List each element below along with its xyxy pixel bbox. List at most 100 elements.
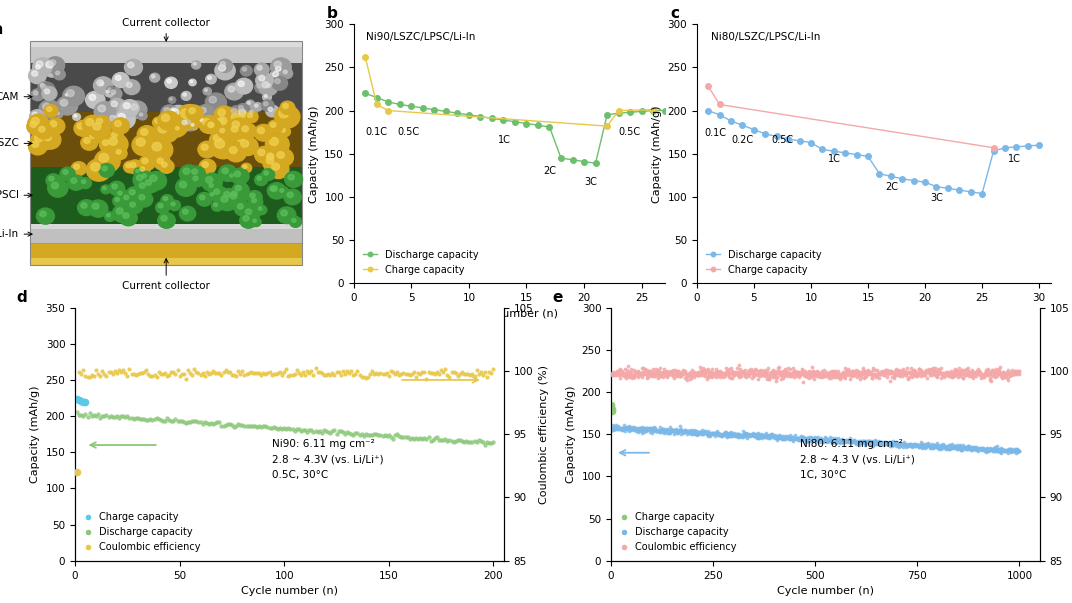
Discharge capacity (732, 431, 749, 441)
Point (740, 370, 757, 379)
Discharge capacity (794, 435, 812, 444)
Discharge capacity (631, 425, 649, 435)
Circle shape (169, 108, 178, 115)
Discharge capacity (630, 426, 647, 435)
Discharge capacity (965, 442, 982, 452)
Point (676, 373, 694, 383)
Discharge capacity (972, 444, 989, 454)
Discharge capacity (695, 429, 712, 439)
Circle shape (109, 182, 124, 195)
Point (928, 371, 946, 380)
Discharge capacity (643, 423, 660, 433)
Discharge capacity (468, 437, 486, 447)
Circle shape (272, 64, 288, 78)
Charge capacity (382, 107, 394, 114)
Text: 3C: 3C (584, 177, 597, 187)
Point (471, 370, 488, 379)
Circle shape (123, 80, 140, 95)
Point (913, 365, 930, 375)
Point (834, 370, 851, 379)
Circle shape (225, 83, 243, 100)
Point (961, 371, 978, 380)
Point (903, 364, 920, 373)
Point (655, 367, 672, 377)
Discharge capacity (861, 436, 878, 446)
Point (965, 368, 982, 378)
Discharge capacity (734, 430, 751, 440)
Point (783, 370, 800, 380)
Point (346, 369, 363, 379)
Point (639, 370, 656, 380)
Point (989, 366, 1007, 376)
Point (948, 370, 965, 380)
Point (824, 368, 842, 377)
Point (918, 365, 935, 375)
Text: LSZC: LSZC (0, 139, 32, 148)
Point (874, 367, 891, 377)
Circle shape (282, 107, 287, 111)
Point (823, 369, 840, 379)
Point (620, 361, 637, 371)
Discharge capacity (476, 440, 493, 450)
Point (793, 368, 810, 378)
Point (654, 368, 671, 377)
Point (972, 370, 989, 380)
Discharge capacity (431, 435, 448, 445)
Discharge capacity (464, 437, 481, 447)
Point (946, 371, 963, 380)
Point (757, 367, 774, 376)
Circle shape (179, 182, 187, 188)
Point (868, 365, 885, 374)
Discharge capacity (969, 446, 986, 455)
Discharge capacity (765, 431, 783, 441)
Circle shape (31, 118, 40, 125)
Circle shape (128, 160, 143, 174)
Point (728, 368, 745, 377)
Discharge capacity (932, 440, 949, 450)
Discharge capacity (773, 433, 790, 443)
Discharge capacity (943, 443, 961, 452)
Point (987, 368, 1004, 377)
Circle shape (198, 117, 208, 125)
Circle shape (133, 172, 151, 188)
Point (666, 370, 683, 380)
Circle shape (279, 109, 288, 118)
Point (988, 367, 1006, 377)
Point (820, 370, 837, 380)
Discharge capacity (815, 437, 832, 447)
Discharge capacity (777, 432, 794, 442)
Discharge capacity (914, 442, 932, 452)
Discharge capacity (346, 428, 363, 438)
Circle shape (134, 168, 144, 177)
Discharge capacity (387, 431, 404, 440)
Point (689, 370, 706, 380)
Discharge capacity (787, 434, 804, 444)
Discharge capacity (998, 446, 1015, 455)
Circle shape (270, 69, 286, 84)
Point (818, 370, 835, 380)
Point (613, 367, 630, 376)
Discharge capacity (812, 433, 829, 443)
Circle shape (197, 192, 212, 206)
Discharge capacity (644, 425, 661, 434)
Text: 0.5C: 0.5C (771, 136, 793, 145)
Discharge capacity (341, 429, 358, 438)
Circle shape (39, 81, 50, 92)
Point (625, 370, 642, 380)
Discharge capacity (915, 441, 933, 450)
Discharge capacity (388, 429, 405, 439)
Point (701, 372, 718, 382)
Discharge capacity (952, 443, 969, 453)
Point (712, 367, 729, 377)
Discharge capacity (731, 431, 748, 441)
Point (974, 371, 992, 380)
Discharge capacity (899, 441, 917, 450)
Point (646, 371, 664, 380)
Point (681, 371, 698, 380)
Discharge capacity (877, 437, 894, 446)
Point (790, 367, 807, 377)
Discharge capacity (738, 433, 755, 443)
Point (771, 362, 788, 371)
Discharge capacity (614, 423, 631, 433)
Circle shape (185, 105, 204, 121)
